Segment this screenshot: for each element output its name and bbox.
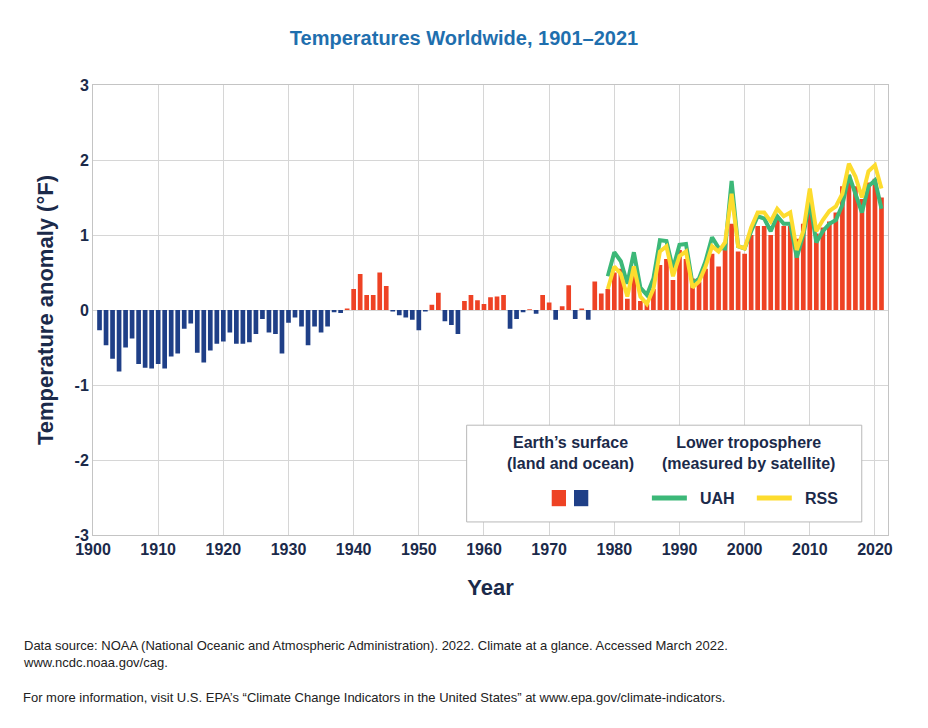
svg-text:1920: 1920 [206,541,242,558]
svg-text:Year: Year [467,575,514,600]
svg-text:2: 2 [80,152,89,169]
svg-text:1: 1 [80,227,89,244]
svg-text:2000: 2000 [727,541,763,558]
svg-text:1990: 1990 [662,541,698,558]
svg-text:1960: 1960 [466,541,502,558]
svg-text:2020: 2020 [857,541,893,558]
svg-text:UAH: UAH [700,490,735,507]
svg-text:Earth’s surface(land and ocean: Earth’s surface(land and ocean) [507,434,634,472]
svg-text:3: 3 [80,77,89,94]
svg-text:1980: 1980 [597,541,633,558]
svg-text:1970: 1970 [531,541,567,558]
svg-text:0: 0 [80,302,89,319]
svg-text:2010: 2010 [792,541,828,558]
svg-text:-1: -1 [75,377,89,394]
svg-text:1930: 1930 [271,541,307,558]
svg-text:Temperatures Worldwide, 1901–2: Temperatures Worldwide, 1901–2021 [290,27,638,49]
svg-text:For more information, visit U.: For more information, visit U.S. EPA’s “… [23,690,725,705]
svg-text:1940: 1940 [336,541,372,558]
svg-text:-3: -3 [75,527,89,544]
svg-text:Lower troposphere(measured by: Lower troposphere(measured by satellite) [662,434,835,472]
svg-text:1950: 1950 [401,541,437,558]
svg-text:RSS: RSS [805,490,838,507]
svg-text:1900: 1900 [75,541,111,558]
svg-text:Temperature anomaly (°F): Temperature anomaly (°F) [33,175,58,445]
svg-text:-2: -2 [75,452,89,469]
svg-text:Data source: NOAA (National Oc: Data source: NOAA (National Oceanic and … [23,638,728,670]
svg-text:1910: 1910 [140,541,176,558]
